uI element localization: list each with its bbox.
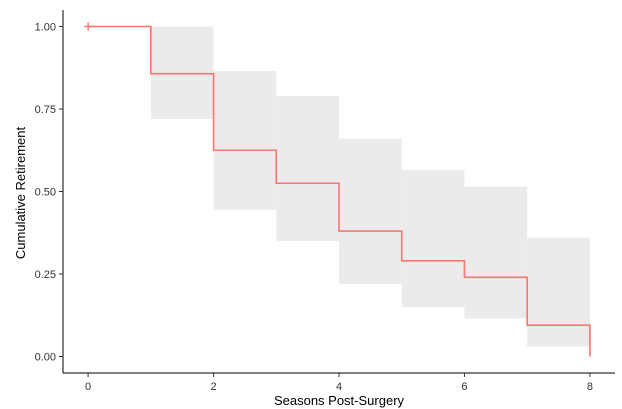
y-axis-title: Cumulative Retirement — [13, 127, 28, 260]
x-tick-label: 0 — [85, 381, 91, 393]
confidence-band-segment — [464, 186, 528, 319]
y-tick-label: 0.25 — [35, 269, 56, 281]
step-curve-layer — [84, 22, 591, 357]
survival-step-line — [88, 25, 591, 357]
confidence-band-segment — [339, 138, 402, 284]
confidence-band-segment — [401, 170, 465, 307]
y-tick-label: 0.50 — [35, 187, 56, 199]
confidence-band-segment — [213, 71, 277, 210]
y-tick-label: 1.00 — [35, 22, 56, 34]
ticks: 0 2 4 6 8 0.00 0.25 0.50 0.75 1.00 — [35, 22, 593, 394]
y-tick-label: 0.00 — [35, 352, 56, 364]
confidence-band-segment — [276, 95, 339, 241]
x-tick-label: 8 — [587, 381, 593, 393]
y-tick-label: 0.75 — [35, 104, 56, 116]
confidence-band-segment — [527, 237, 590, 347]
x-axis-title: Seasons Post-Surgery — [274, 393, 405, 408]
x-tick-label: 2 — [210, 381, 216, 393]
confidence-band — [150, 26, 590, 347]
x-tick-label: 6 — [461, 381, 467, 393]
confidence-band-segment — [150, 26, 214, 119]
x-tick-label: 4 — [336, 381, 342, 393]
